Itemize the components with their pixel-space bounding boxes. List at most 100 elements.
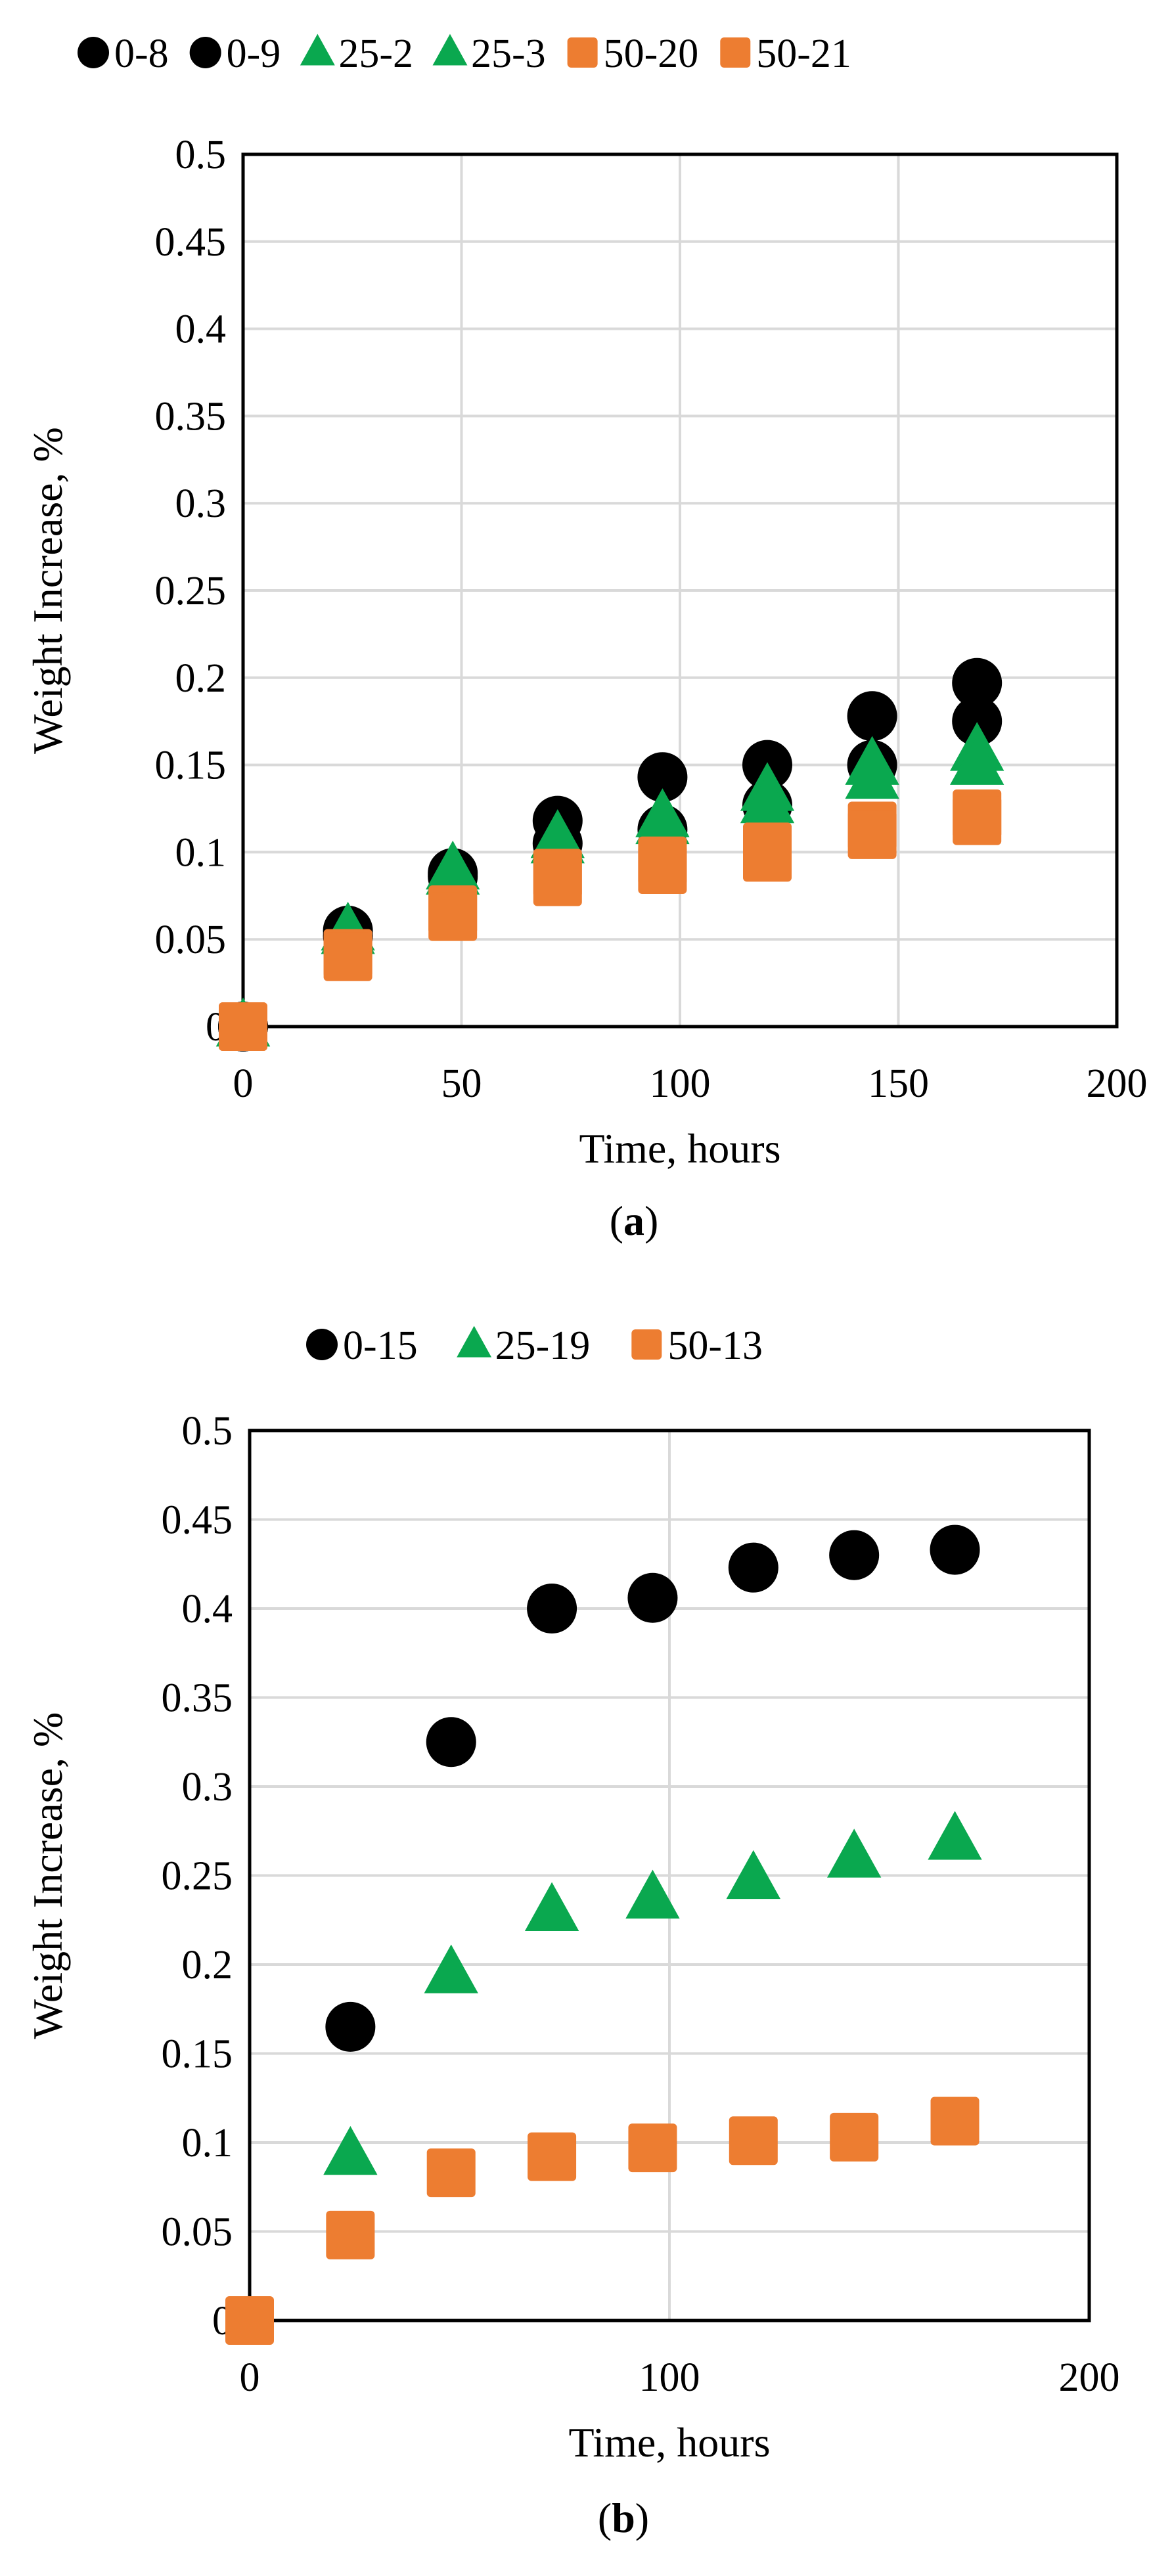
chart-a-point-50-21	[953, 796, 1002, 845]
chart-a-point-25-3	[740, 774, 795, 824]
chart-a-legend-label: 50-21	[756, 32, 851, 76]
chart-a-y-label: Weight Increase, %	[24, 427, 71, 754]
chart-b-point-0-15	[627, 1572, 678, 1623]
chart-b-points	[225, 1524, 982, 2345]
chart-a-point-50-21	[428, 892, 478, 941]
chart-a-point-25-3	[950, 736, 1004, 785]
chart-b-legend: 0-15 25-19 50-13	[306, 1323, 763, 1368]
chart-b-caption: (b)	[598, 2495, 649, 2541]
chart-a-legend-item-50-21: 50-21	[720, 32, 851, 76]
chart-b-legend-label: 50-13	[667, 1323, 763, 1368]
chart-b-legend-marker-0-15	[306, 1329, 338, 1360]
chart-a-point-50-21	[638, 845, 687, 894]
chart-b-point-25-19	[625, 1869, 680, 1919]
chart-b-point-50-13	[528, 2132, 577, 2181]
chart-b-caption-letter: b	[612, 2495, 635, 2541]
chart-b-point-25-19	[726, 1850, 780, 1899]
chart-b-legend-marker-25-19	[457, 1325, 492, 1358]
chart-a-y-tick-label: 0.3	[175, 481, 227, 526]
chart-b-point-50-13	[426, 2148, 476, 2198]
chart-b: 0-15 25-19 50-13 0 0.05 0.1 0.15 0.2 0.25 0.3 0.3…	[24, 1323, 1120, 2541]
chart-b-y-label: Weight Increase, %	[24, 1712, 71, 2039]
chart-a-y-ticks: 00.050.10.150.20.250.30.350.40.450.5	[155, 133, 227, 1050]
chart-a-grid	[242, 153, 1118, 1028]
chart-a-legend-item-25-3: 25-3	[432, 32, 546, 76]
chart-b-legend-item-25-19: 25-19	[457, 1323, 590, 1368]
chart-b-point-50-13	[729, 2116, 778, 2165]
chart-a-point-50-21	[219, 1002, 267, 1051]
chart-a-x-label: Time, hours	[579, 1125, 780, 1172]
chart-b-legend-label: 0-15	[343, 1323, 418, 1368]
chart-b-y-tick-label: 0.2	[182, 1943, 233, 1988]
chart-a-point-25-3	[845, 749, 899, 799]
chart-a-point-50-21	[847, 810, 897, 859]
chart-a-caption-letter: a	[623, 1197, 644, 1244]
chart-a-legend-marker-0-8	[78, 37, 109, 68]
chart-a-plot-frame	[241, 152, 1119, 1029]
chart-b-y-tick-label: 0.1	[182, 2121, 233, 2165]
chart-b-legend-item-0-15: 0-15	[306, 1323, 418, 1368]
chart-b-y-tick-label: 0.35	[162, 1676, 233, 1721]
chart-a-legend-label: 25-3	[471, 32, 546, 76]
chart-b-plot-frame	[248, 1429, 1091, 2322]
chart-a-point-50-21	[323, 932, 372, 981]
chart-b-x-label: Time, hours	[568, 2419, 770, 2466]
chart-a-y-tick-label: 0.2	[175, 656, 227, 701]
chart-b-point-0-15	[527, 1584, 577, 1633]
chart-b-y-tick-label: 0.3	[182, 1765, 233, 1810]
chart-a-y-tick-label: 0.45	[155, 220, 227, 265]
chart-a-y-tick-label: 0.1	[175, 830, 227, 875]
chart-a-legend-marker-50-20	[567, 37, 598, 68]
chart-a-legend-marker-25-2	[300, 33, 335, 66]
chart-b-point-0-15	[426, 1717, 476, 1767]
chart-b-point-50-13	[830, 2112, 879, 2162]
chart-a-caption: (a)	[610, 1197, 659, 1244]
chart-a-legend-label: 50-20	[604, 32, 699, 76]
chart-b-point-50-13	[930, 2097, 980, 2146]
chart-a-legend-item-0-8: 0-8	[78, 32, 169, 76]
chart-a-point-25-3	[426, 845, 480, 895]
chart-a-legend-marker-50-21	[720, 37, 751, 68]
chart-a-legend-marker-0-9	[189, 37, 221, 68]
chart-b-point-50-13	[225, 2296, 274, 2345]
chart-a-legend-item-25-2: 25-2	[300, 32, 413, 76]
chart-b-y-tick-label: 0.45	[162, 1498, 233, 1543]
chart-b-point-25-19	[524, 1882, 579, 1931]
chart-a-x-ticks: 0 50 100 150 200	[233, 1061, 1148, 1106]
chart-a-points	[215, 657, 1004, 1052]
chart-a-point-0-8	[637, 752, 688, 803]
chart-b-y-tick-label: 0.15	[162, 2032, 233, 2077]
chart-b-x-tick-label: 200	[1059, 2355, 1120, 2400]
chart-b-point-25-19	[827, 1829, 882, 1878]
chart-b-point-0-15	[728, 1542, 778, 1593]
chart-b-legend-item-50-13: 50-13	[631, 1323, 763, 1368]
chart-b-y-tick-label: 0.5	[182, 1409, 233, 1454]
chart-b-y-ticks: 00.050.10.150.20.250.30.350.40.450.5	[162, 1409, 233, 2343]
chart-b-point-25-19	[928, 1811, 982, 1860]
chart-a-point-0-8	[847, 691, 897, 742]
chart-b-y-tick-label: 0.25	[162, 1854, 233, 1899]
chart-b-point-50-13	[326, 2210, 375, 2259]
chart-b-legend-label: 25-19	[495, 1323, 591, 1368]
chart-b-point-0-15	[829, 1530, 880, 1580]
chart-a-legend-label: 0-8	[114, 32, 169, 76]
chart-b-x-tick-label: 100	[639, 2355, 700, 2400]
chart-a-y-tick-label: 0.05	[155, 918, 227, 962]
chart-a-legend-marker-25-3	[432, 33, 468, 66]
chart-a-legend-label: 0-9	[227, 32, 281, 76]
chart-a-y-tick-label: 0.4	[175, 307, 227, 352]
chart-a-legend-item-0-9: 0-9	[189, 32, 281, 76]
chart-a-point-25-3	[635, 795, 690, 845]
chart-b-point-0-15	[930, 1524, 980, 1575]
chart-b-x-ticks: 0 100 200	[240, 2355, 1120, 2400]
chart-a-legend-item-50-20: 50-20	[567, 32, 699, 76]
chart-b-point-25-19	[323, 2125, 378, 2175]
chart-a-x-tick-label: 150	[868, 1061, 929, 1106]
chart-a-point-0-9	[952, 696, 1003, 747]
chart-a-y-tick-label: 0.5	[175, 133, 227, 177]
chart-a-x-tick-label: 200	[1087, 1061, 1148, 1106]
chart-a-point-50-21	[533, 857, 582, 906]
chart-a-point-0-8	[952, 657, 1003, 708]
chart-a-y-tick-label: 0.15	[155, 744, 227, 788]
chart-b-point-25-19	[424, 1944, 478, 1993]
